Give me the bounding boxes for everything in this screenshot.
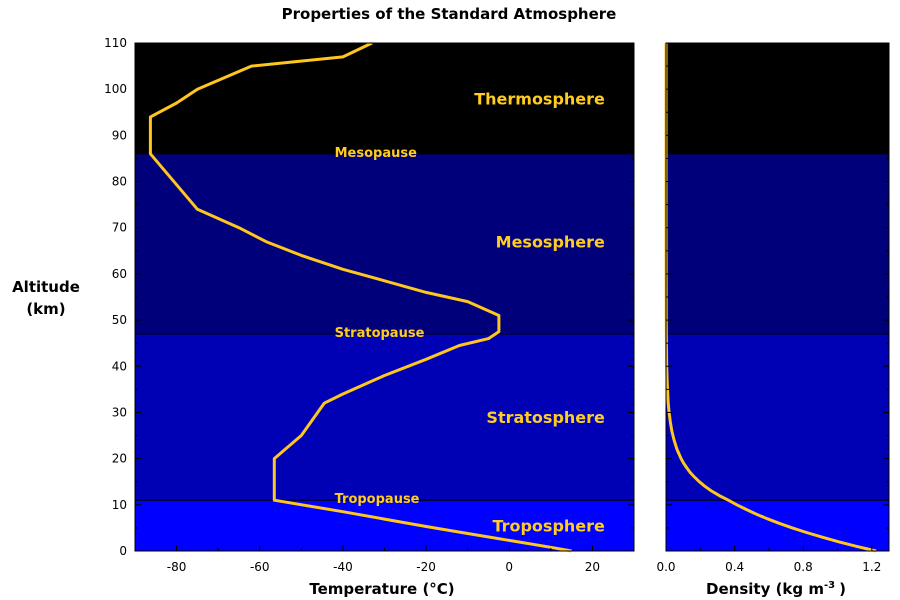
temperature-axis-label: Temperature (°C)	[309, 580, 454, 598]
density-panel: 0.0 0.4 0.8 1.2	[656, 42, 890, 574]
y-tick-label: 20	[112, 452, 127, 466]
y-tick-label: 80	[112, 175, 127, 189]
layer-label-stratosphere: Stratosphere	[486, 408, 605, 427]
y-tick-label: 0	[119, 544, 127, 558]
boundary-label-mesopause: Mesopause	[335, 146, 417, 161]
density-layer-thermosphere	[666, 43, 889, 154]
y-tick-label: 110	[104, 36, 127, 50]
y-tick-label: 10	[112, 498, 127, 512]
density-x-tick-label: 0.8	[794, 560, 813, 574]
density-layer-troposphere	[666, 500, 889, 551]
temperature-x-tick-label: -60	[250, 560, 270, 574]
density-plot-frame	[665, 42, 890, 552]
density-profile-line	[664, 43, 877, 553]
chart-title: Properties of the Standard Atmosphere	[282, 5, 617, 23]
layer-label-thermosphere: Thermosphere	[474, 89, 605, 108]
temperature-layer-mesosphere	[135, 153, 634, 334]
y-axis-label-line1: Altitude	[12, 278, 80, 296]
temperature-panel: 0 10 20 30 40 50 60 70 80 90 100 110 -80 -60 -40 -20 0 20…	[104, 36, 635, 574]
density-layer-stratosphere	[666, 333, 889, 501]
density-x-tick-label: 0.0	[656, 560, 675, 574]
density-x-tick-label: 0.4	[725, 560, 744, 574]
layer-label-mesosphere: Mesosphere	[496, 233, 605, 252]
temperature-plot-frame	[134, 42, 635, 552]
y-tick-label: 90	[112, 128, 127, 142]
density-axis-label: Density (kg m-3)	[706, 580, 846, 598]
temperature-layer-troposphere	[135, 500, 634, 551]
temperature-x-tick-label: 20	[585, 560, 600, 574]
temperature-x-tick-label: 0	[505, 560, 513, 574]
y-tick-label: 40	[112, 359, 127, 373]
boundary-label-tropopause: Tropopause	[335, 492, 420, 507]
y-axis-label-line2: (km)	[26, 300, 65, 318]
y-tick-label: 100	[104, 82, 127, 96]
density-layer-mesosphere	[666, 153, 889, 334]
temperature-x-tick-label: -40	[333, 560, 353, 574]
temperature-profile-line	[148, 41, 572, 553]
y-tick-label: 60	[112, 267, 127, 281]
y-tick-label: 30	[112, 405, 127, 419]
temperature-x-tick-label: -20	[416, 560, 436, 574]
layer-label-troposphere: Troposphere	[492, 517, 605, 536]
y-tick-label: 70	[112, 221, 127, 235]
temperature-x-tick-label: -80	[167, 560, 187, 574]
density-x-tick-label: 1.2	[862, 560, 881, 574]
boundary-label-stratopause: Stratopause	[335, 326, 425, 341]
y-tick-label: 50	[112, 313, 127, 327]
temperature-layer-stratosphere	[135, 333, 634, 501]
temperature-layer-thermosphere	[135, 43, 634, 154]
